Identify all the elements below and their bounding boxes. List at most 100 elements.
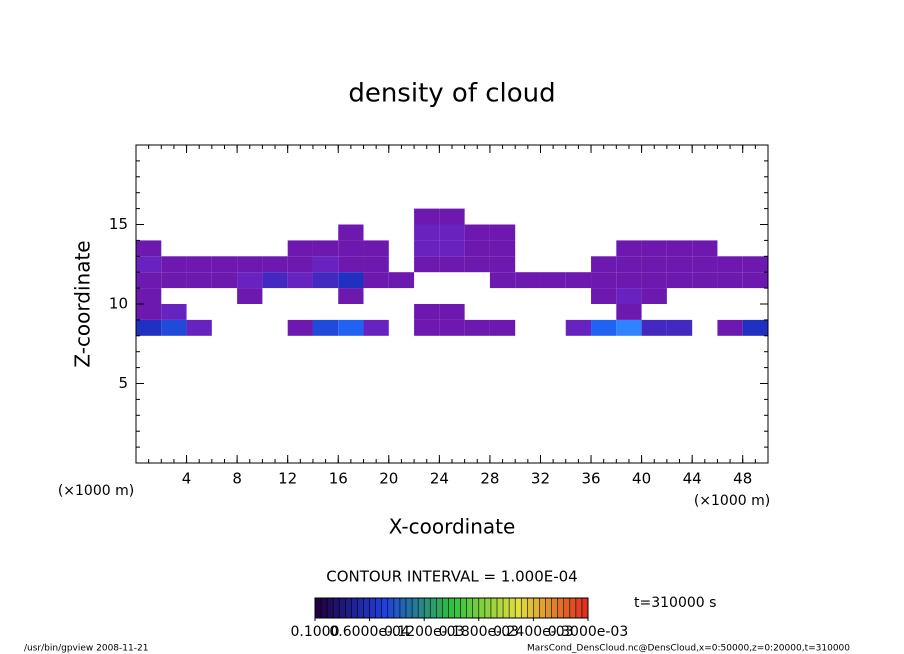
cell [742, 319, 768, 336]
cell [414, 304, 440, 320]
colorbar-swatch [351, 598, 358, 618]
x-tick-label: 44 [683, 470, 702, 488]
colorbar-swatch [393, 598, 401, 618]
x-tick-label: 40 [632, 470, 651, 488]
colorbar-tick-label: 0.1200e-03 [384, 624, 464, 640]
y-tick-label: 15 [109, 215, 128, 233]
cell [616, 256, 642, 273]
cell [439, 304, 465, 320]
cell [641, 319, 667, 336]
cell [717, 272, 743, 289]
colorbar-tick-label: 0.6000e-04 [329, 624, 410, 640]
colorbar-swatch [490, 598, 498, 618]
cell [161, 304, 187, 320]
x-tick-label: 28 [480, 470, 499, 488]
colorbar-swatch [478, 598, 486, 618]
y-tick-label: 5 [118, 374, 128, 392]
cell [464, 256, 490, 273]
cell [237, 256, 263, 273]
colorbar-swatch [442, 598, 449, 618]
cell [414, 240, 440, 257]
colorbar-swatch [418, 598, 425, 618]
cell [237, 272, 263, 289]
x-unit: (×1000 m) [58, 483, 134, 499]
chart-title: density of cloud [348, 79, 555, 109]
cell [161, 256, 187, 273]
cell [565, 272, 592, 289]
cell [312, 240, 339, 257]
cell [464, 224, 490, 241]
colorbar-swatch [448, 598, 456, 618]
cell [161, 272, 187, 289]
x-tick-label: 24 [430, 470, 449, 488]
cell [616, 240, 642, 257]
cell [136, 288, 162, 304]
cell [338, 288, 364, 304]
cell [338, 224, 364, 241]
cell [489, 240, 516, 257]
cell [692, 240, 718, 257]
cell [262, 256, 288, 273]
colorbar-swatch [327, 598, 334, 618]
cell [338, 256, 364, 273]
contour-interval: CONTOUR INTERVAL = 1.000E-04 [326, 568, 577, 586]
colorbar-swatch [521, 598, 528, 618]
colorbar-swatch [551, 598, 559, 618]
cell [439, 256, 465, 273]
cell [464, 240, 490, 257]
cell [692, 272, 718, 289]
cell [414, 208, 440, 225]
cell [591, 272, 617, 289]
cell [338, 240, 364, 257]
x-tick-label: 12 [278, 470, 297, 488]
cell [363, 272, 389, 289]
cell [287, 319, 313, 336]
cell [641, 256, 667, 273]
footer: /usr/bin/gpview 2008-11-21 [24, 644, 148, 654]
colorbar-swatch [581, 598, 589, 618]
colorbar-swatch [339, 598, 346, 618]
cell [591, 288, 617, 304]
cell [565, 319, 592, 336]
cell [414, 256, 440, 273]
cell [136, 272, 162, 289]
cell [666, 272, 693, 289]
cell [515, 272, 541, 289]
cell [591, 256, 617, 273]
colorbar-swatch [321, 598, 328, 618]
cell [287, 240, 313, 257]
cell [186, 319, 212, 336]
cell [363, 319, 389, 336]
cell [742, 256, 768, 273]
colorbar-frame [314, 597, 589, 619]
colorbar-swatch [575, 598, 583, 618]
colorbar-swatch [509, 598, 516, 618]
colorbar-swatch [466, 598, 474, 618]
cell [439, 240, 465, 257]
cell [287, 256, 313, 273]
colorbar-swatch [563, 598, 571, 618]
cell [338, 272, 364, 289]
cell [388, 272, 415, 289]
colorbar-swatch [539, 598, 547, 618]
cell [136, 304, 162, 320]
cell [287, 272, 313, 289]
x-tick-label: 36 [581, 470, 600, 488]
x-tick-label: 48 [733, 470, 752, 488]
cell [439, 208, 465, 225]
colorbar-swatch [533, 598, 540, 618]
cell [363, 240, 389, 257]
cell [641, 272, 667, 289]
colorbar-tick-label: 0.1800e-03 [439, 624, 519, 640]
cell [616, 272, 642, 289]
colorbar-swatch [527, 598, 534, 618]
cell [591, 319, 617, 336]
cell [439, 224, 465, 241]
cell [616, 304, 642, 320]
cell [666, 240, 693, 257]
x-tick-label: 20 [379, 470, 398, 488]
colorbar-swatch [369, 598, 377, 618]
colorbar-swatch [497, 598, 504, 618]
colorbar-swatch [399, 598, 407, 618]
